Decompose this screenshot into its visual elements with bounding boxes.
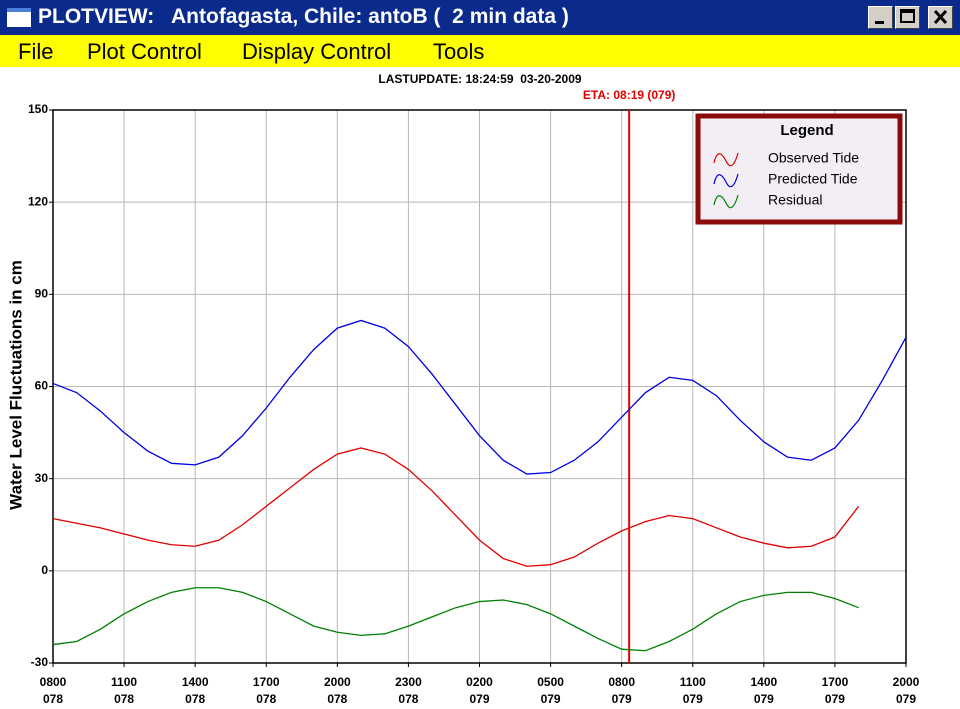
- x-tick-label: 0500 079: [537, 675, 564, 706]
- x-tick-label: 1100 079: [680, 675, 706, 706]
- x-tick-label-line: 079: [612, 692, 632, 706]
- title-bar: PLOTVIEW: Antofagasta, Chile: antoB ( 2 …: [0, 0, 960, 35]
- legend-title: Legend: [780, 122, 833, 139]
- maximize-button[interactable]: [895, 6, 920, 29]
- x-tick-label-line: 0500: [537, 675, 564, 689]
- x-tick-label-line: 079: [683, 692, 703, 706]
- legend-box: [695, 113, 903, 225]
- y-tick-label: 0: [41, 563, 48, 577]
- x-tick-label-line: 078: [185, 692, 205, 706]
- x-tick-label-line: 078: [114, 692, 134, 706]
- x-tick-label: 1700 079: [822, 675, 849, 706]
- x-tick-label: 0200 079: [466, 675, 493, 706]
- legend-label: Observed Tide: [768, 150, 859, 166]
- x-tick-label-line: 078: [43, 692, 63, 706]
- x-tick-label-line: 1700: [822, 675, 849, 689]
- x-tick-label-line: 2000: [324, 675, 351, 689]
- menu-item[interactable]: File: [18, 39, 54, 64]
- x-tick-label: 1400 079: [750, 675, 777, 706]
- x-tick-label-line: 079: [825, 692, 845, 706]
- x-tick-label-line: 078: [327, 692, 347, 706]
- close-button[interactable]: [928, 6, 953, 29]
- legend-label: Predicted Tide: [768, 171, 858, 187]
- x-tick-label-line: 0200: [466, 675, 493, 689]
- x-tick-label-line: 1400: [750, 675, 777, 689]
- x-tick-label-line: 079: [469, 692, 489, 706]
- chart-subtitle: LASTUPDATE: 18:24:59 03-20-2009: [378, 72, 582, 86]
- legend-swatch: [713, 173, 739, 188]
- plot-frame: [52, 109, 907, 664]
- x-tick-label: 1400 078: [182, 675, 209, 706]
- x-tick-label-line: 1400: [182, 675, 209, 689]
- x-tick-label-line: 0800: [40, 675, 67, 689]
- y-tick-label: 120: [28, 194, 48, 208]
- eta-label: ETA: 08:19 (079): [583, 88, 675, 102]
- window-title: PLOTVIEW: Antofagasta, Chile: antoB ( 2 …: [38, 5, 569, 28]
- y-tick-label: 60: [35, 379, 49, 393]
- y-tick-label: 150: [28, 102, 48, 116]
- minimize-button[interactable]: [868, 6, 893, 29]
- x-tick-label: 0800 079: [608, 675, 635, 706]
- menu-item[interactable]: Tools: [433, 39, 485, 64]
- series-line: [52, 587, 859, 652]
- legend-swatch: [713, 194, 739, 209]
- menu-item[interactable]: Plot Control: [87, 39, 202, 64]
- x-tick-label-line: 079: [541, 692, 561, 706]
- x-tick-label-line: 078: [256, 692, 276, 706]
- app-icon: [7, 8, 31, 27]
- x-tick-label: 1100 078: [111, 675, 137, 706]
- x-tick-label-line: 079: [896, 692, 916, 706]
- legend-label: Residual: [768, 192, 822, 208]
- y-tick-label: 30: [35, 471, 49, 485]
- x-tick-label-line: 2300: [395, 675, 422, 689]
- y-tick-label: -30: [31, 655, 49, 669]
- chart: LASTUPDATE: 18:24:59 03-20-2009 Water Le…: [6, 72, 920, 706]
- x-tick-label: 1700 078: [253, 675, 280, 706]
- x-tick-label-line: 2000: [893, 675, 920, 689]
- x-tick-label-line: 1100: [111, 675, 137, 689]
- x-tick-label-line: 1700: [253, 675, 280, 689]
- y-axis-label: Water Level Fluctuations in cm: [6, 260, 25, 510]
- x-tick-label: 2000 078: [324, 675, 351, 706]
- x-tick-label-line: 079: [754, 692, 774, 706]
- x-tick-label-line: 0800: [608, 675, 635, 689]
- x-tick-label: 2300 078: [395, 675, 422, 706]
- series-line: [52, 319, 907, 475]
- menu-bar: File Plot Control Display Control Tools: [0, 35, 960, 67]
- x-tick-label: 0800 078: [40, 675, 67, 706]
- menu-item[interactable]: Display Control: [242, 39, 392, 64]
- x-tick-label-line: 1100: [680, 675, 706, 689]
- x-tick-label: 2000 079: [893, 675, 920, 706]
- x-tick-label-line: 078: [398, 692, 418, 706]
- series-line: [52, 447, 860, 567]
- legend-swatch: [713, 152, 739, 167]
- y-tick-label: 90: [35, 287, 49, 301]
